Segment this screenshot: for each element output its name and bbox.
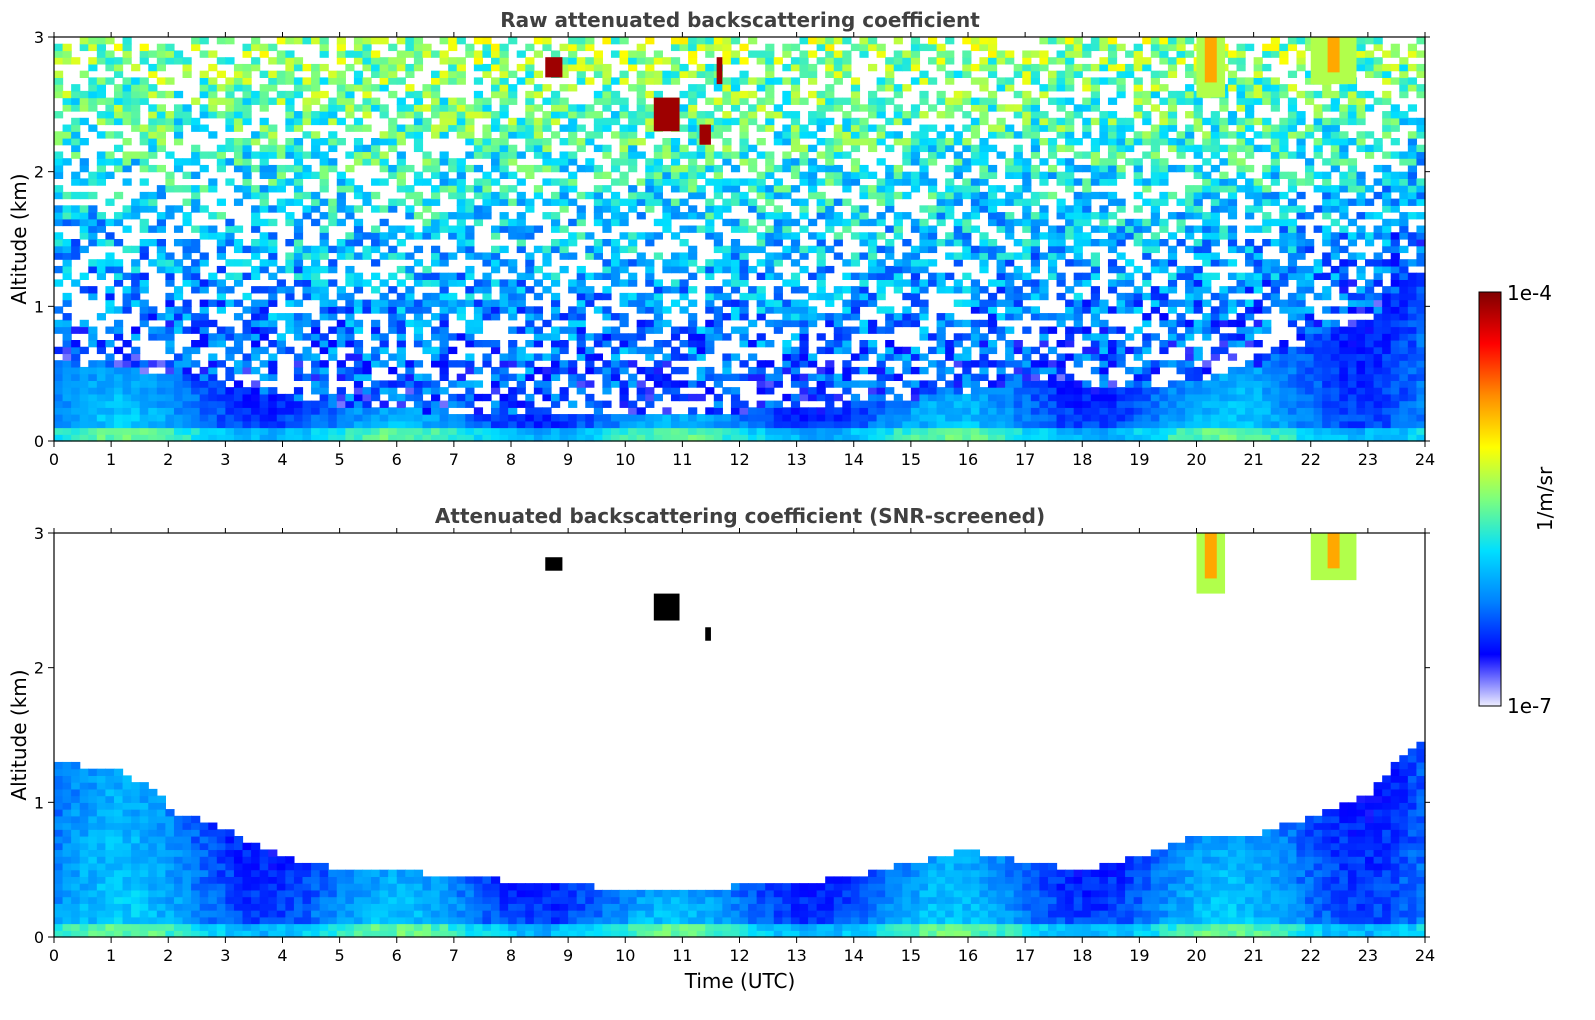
heatmap-raw — [54, 37, 1426, 442]
x-tick-label: 13 — [786, 450, 806, 469]
x-tick-label: 16 — [958, 450, 978, 469]
cloud-core — [1204, 37, 1217, 83]
x-tick-label: 23 — [1358, 450, 1378, 469]
panel-snr-screened: Attenuated backscattering coefficient (S… — [7, 504, 1435, 993]
y-tick-label: 1 — [34, 793, 44, 812]
heatmap-screened — [54, 533, 1426, 938]
x-axis-ticks: 0 1 2 3 4 5 6 7 8 9 10 11 12 13 14 15 16 17 18 19 20 21 22 23 24 — [49, 32, 1435, 469]
x-tick-label: 14 — [844, 946, 864, 965]
x-tick-label: 4 — [277, 946, 287, 965]
x-tick-label: 17 — [1015, 946, 1035, 965]
colorbar-max-label: 1e-4 — [1507, 281, 1552, 305]
colorbar-min-label: 1e-7 — [1507, 694, 1552, 718]
x-tick-label: 8 — [506, 946, 516, 965]
cloud-feature — [705, 627, 711, 641]
cloud-feature — [716, 57, 723, 85]
x-tick-label: 6 — [392, 450, 402, 469]
x-tick-label: 4 — [277, 450, 287, 469]
y-axis-label: Altitude (km) — [7, 669, 31, 800]
x-tick-label: 18 — [1072, 450, 1092, 469]
cloud-core — [1327, 37, 1340, 73]
x-tick-label: 1 — [106, 946, 116, 965]
x-tick-label: 0 — [49, 946, 59, 965]
x-tick-label: 5 — [335, 450, 345, 469]
x-axis-ticks: 0 1 2 3 4 5 6 7 8 9 10 11 12 13 14 15 16 17 18 19 20 21 22 23 24 — [49, 528, 1435, 965]
x-tick-label: 1 — [106, 450, 116, 469]
y-tick-label: 1 — [34, 297, 44, 316]
panel-title: Attenuated backscattering coefficient (S… — [435, 504, 1045, 528]
x-tick-label: 18 — [1072, 946, 1092, 965]
y-tick-label: 0 — [34, 432, 44, 451]
cloud-feature — [545, 557, 563, 571]
x-tick-label: 15 — [901, 450, 921, 469]
x-tick-label: 10 — [615, 450, 635, 469]
cloud-feature — [653, 97, 680, 132]
x-tick-label: 19 — [1129, 946, 1149, 965]
x-tick-label: 8 — [506, 450, 516, 469]
x-tick-label: 9 — [563, 946, 573, 965]
colorbar-label: 1/m/sr — [1533, 466, 1557, 531]
y-tick-label: 0 — [34, 928, 44, 947]
y-axis-ticks: 0 1 2 3 — [34, 28, 1430, 451]
x-tick-label: 9 — [563, 450, 573, 469]
x-tick-label: 24 — [1415, 946, 1435, 965]
cloud-feature — [545, 57, 563, 78]
x-tick-label: 11 — [672, 450, 692, 469]
x-tick-label: 20 — [1186, 946, 1206, 965]
panel-raw: Raw attenuated backscattering coefficien… — [7, 8, 1435, 469]
cloud-core — [1327, 533, 1340, 569]
x-tick-label: 17 — [1015, 450, 1035, 469]
y-axis-label: Altitude (km) — [7, 173, 31, 304]
x-tick-label: 5 — [335, 946, 345, 965]
x-tick-label: 14 — [844, 450, 864, 469]
colorbar: 1e-4 1e-7 1/m/sr — [1478, 281, 1557, 718]
x-tick-label: 20 — [1186, 450, 1206, 469]
x-tick-label: 3 — [220, 946, 230, 965]
x-tick-label: 2 — [163, 450, 173, 469]
x-tick-label: 16 — [958, 946, 978, 965]
y-tick-label: 3 — [34, 28, 44, 47]
x-tick-label: 13 — [786, 946, 806, 965]
x-tick-label: 12 — [729, 450, 749, 469]
x-tick-label: 2 — [163, 946, 173, 965]
x-tick-label: 0 — [49, 450, 59, 469]
x-tick-label: 7 — [449, 450, 459, 469]
y-tick-label: 3 — [34, 524, 44, 543]
y-tick-label: 2 — [34, 659, 44, 678]
y-tick-label: 2 — [34, 163, 44, 182]
cloud-core — [1204, 533, 1217, 579]
x-tick-label: 15 — [901, 946, 921, 965]
x-tick-label: 12 — [729, 946, 749, 965]
cloud-feature — [699, 124, 711, 145]
panel-title: Raw attenuated backscattering coefficien… — [500, 8, 980, 32]
x-tick-label: 7 — [449, 946, 459, 965]
x-tick-label: 22 — [1301, 946, 1321, 965]
y-axis-ticks: 0 1 2 3 — [34, 524, 1430, 947]
x-tick-label: 21 — [1243, 450, 1263, 469]
x-tick-label: 24 — [1415, 450, 1435, 469]
x-tick-label: 11 — [672, 946, 692, 965]
x-tick-label: 21 — [1243, 946, 1263, 965]
colorbar-scale — [1478, 291, 1502, 707]
x-tick-label: 3 — [220, 450, 230, 469]
x-tick-label: 19 — [1129, 450, 1149, 469]
cloud-feature — [653, 593, 680, 621]
x-tick-label: 6 — [392, 946, 402, 965]
x-tick-label: 10 — [615, 946, 635, 965]
x-tick-label: 23 — [1358, 946, 1378, 965]
x-tick-label: 22 — [1301, 450, 1321, 469]
x-axis-label: Time (UTC) — [684, 969, 796, 993]
